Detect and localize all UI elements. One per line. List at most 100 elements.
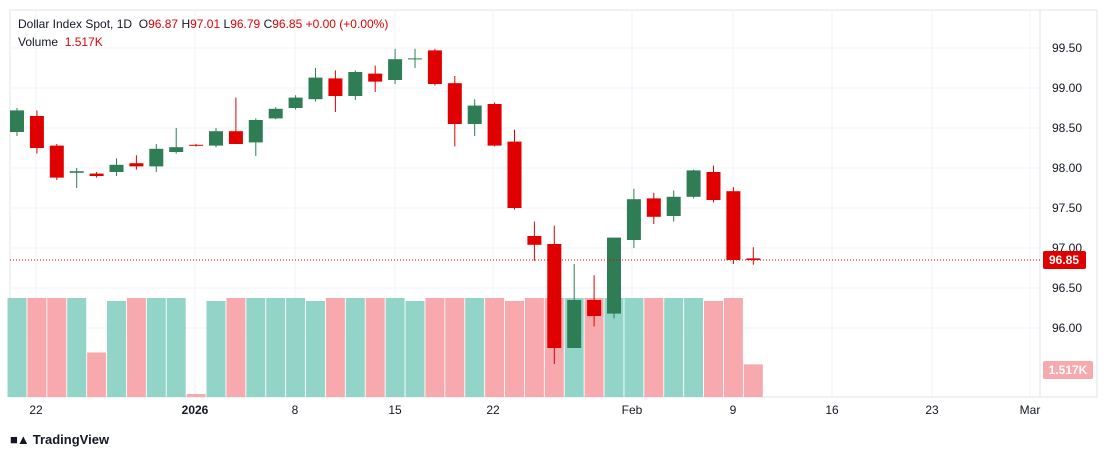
candle-body [189, 144, 204, 146]
candle [69, 168, 84, 188]
volume-bar [226, 298, 246, 397]
price-tick-label: 98.50 [1052, 121, 1082, 135]
candle-body [487, 104, 502, 146]
volume-bar [624, 298, 644, 397]
candle-body [388, 59, 403, 80]
price-tick-label: 96.00 [1052, 321, 1082, 335]
time-tick-label: 23 [925, 403, 939, 417]
candle [726, 187, 741, 264]
candle-body [268, 108, 283, 119]
candle [547, 225, 562, 364]
price-tick-label: 97.50 [1052, 201, 1082, 215]
candle [467, 99, 482, 136]
candle-body [587, 300, 602, 316]
last-price-label: 96.85 [1049, 253, 1079, 267]
volume-bar [704, 300, 723, 397]
candle [29, 110, 44, 154]
candle-body [427, 50, 442, 84]
price-tick-label: 99.50 [1052, 41, 1082, 55]
candle-body [408, 58, 422, 60]
tradingview-logo-icon: ■▲ [10, 432, 30, 447]
price-tick-label: 99.00 [1052, 81, 1082, 95]
volume-bar [166, 298, 186, 397]
legend-symbol: Dollar Index Spot, 1D [18, 17, 133, 31]
legend-o-label: O [138, 17, 149, 31]
candle [248, 118, 263, 156]
time-tick-label: 8 [292, 403, 299, 417]
legend-o-value: 96.87 [148, 17, 179, 31]
candle-body [10, 110, 24, 132]
candle [368, 65, 383, 92]
legend-l-label: L [223, 17, 231, 31]
candle-body [209, 131, 223, 146]
volume-bar [325, 298, 345, 397]
candle-body [467, 105, 482, 124]
time-tick-label: 16 [825, 403, 839, 417]
candle-body [109, 164, 124, 172]
time-tick-label: Mar [1020, 403, 1041, 417]
volume-bar [67, 298, 87, 397]
volume-bar [385, 298, 405, 397]
candle [189, 144, 204, 147]
candle-body [49, 145, 64, 178]
candle-body [89, 173, 104, 176]
candle [388, 48, 403, 84]
candle-body [666, 196, 681, 216]
price-tick-label: 96.50 [1052, 281, 1082, 295]
volume-bar [345, 298, 365, 397]
candle [408, 48, 422, 68]
candle-body [547, 244, 562, 348]
time-tick-label: Feb [622, 403, 643, 417]
candle [348, 70, 363, 100]
volume-bar [126, 298, 146, 397]
candle [129, 155, 144, 170]
price-tick-label: 98.00 [1052, 161, 1082, 175]
candle-body [726, 191, 741, 260]
volume-bar [186, 394, 206, 397]
candle-body [368, 73, 383, 82]
volume-bar [524, 298, 544, 397]
legend-volume-value: 1.517K [64, 35, 103, 49]
volume-bar [684, 298, 704, 397]
volume-bar [485, 298, 505, 397]
candle [328, 70, 343, 112]
candle [626, 188, 641, 248]
candle [487, 102, 502, 147]
volume-bar [584, 298, 604, 397]
time-tick-label: 15 [388, 403, 402, 417]
volume-bar [425, 298, 445, 397]
candle [427, 48, 442, 86]
volume-bar [604, 298, 624, 397]
candle-body [149, 148, 164, 167]
legend-h-value: 97.01 [190, 17, 221, 31]
candle-series [10, 48, 761, 364]
candle-body [746, 258, 761, 260]
candle [149, 144, 164, 172]
volume-bar [146, 298, 166, 397]
candle-body [248, 120, 263, 143]
volume-bar [286, 298, 306, 397]
candle [706, 165, 721, 203]
volume-bar [306, 300, 325, 397]
time-tick-label: 2026 [182, 403, 209, 417]
candle-body [328, 78, 343, 96]
candle-body [507, 141, 522, 208]
legend-l-value: 96.79 [230, 17, 261, 31]
candle [10, 108, 24, 136]
candle [746, 247, 761, 265]
tradingview-logo-text: TradingView [32, 432, 110, 447]
candle [169, 128, 184, 154]
legend-h-label: H [181, 17, 191, 31]
legend-ohlc: Dollar Index Spot, 1D O96.87 H97.01 L96.… [18, 17, 388, 31]
candle [268, 107, 283, 120]
candle [308, 68, 323, 102]
candle [567, 264, 582, 348]
candle-body [607, 237, 621, 314]
legend-c-label: C [263, 17, 273, 31]
volume-bar [445, 298, 465, 397]
candle-body [69, 171, 84, 173]
candle-body [228, 131, 243, 144]
tradingview-logo[interactable]: ■▲ TradingView [10, 432, 109, 447]
